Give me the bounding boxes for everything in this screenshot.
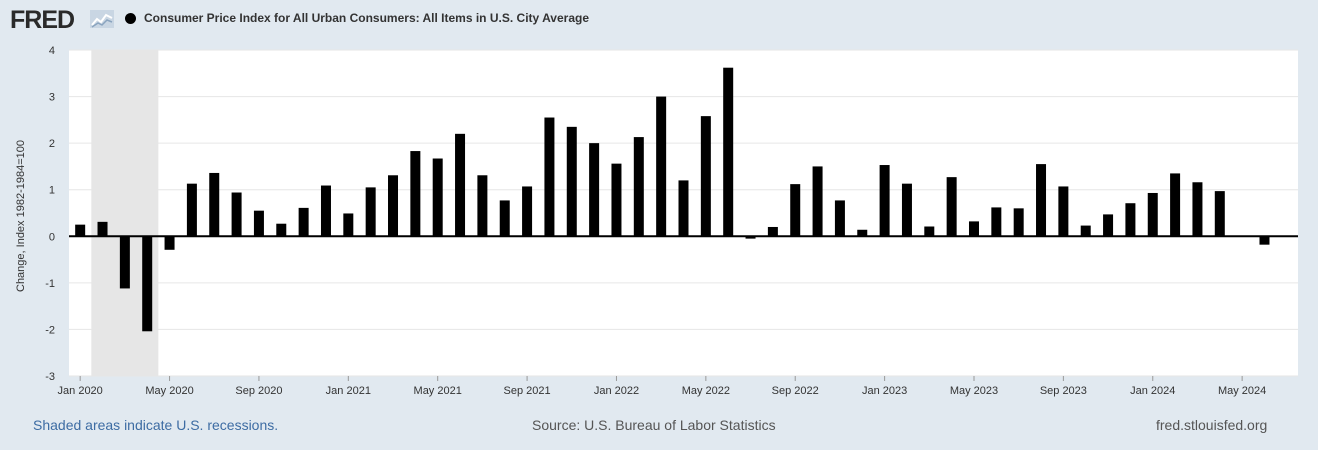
- x-tick-label: Sep 2022: [772, 385, 819, 397]
- bar-2021-09[interactable]: [522, 186, 533, 237]
- bar-2023-08[interactable]: [1036, 164, 1047, 237]
- bar-2022-01[interactable]: [611, 163, 622, 237]
- legend-marker-icon: [125, 13, 136, 24]
- x-tick-label: Jan 2023: [862, 385, 907, 397]
- bar-2021-02[interactable]: [365, 187, 376, 237]
- bar-2021-04[interactable]: [410, 151, 421, 237]
- bar-2020-12[interactable]: [320, 185, 331, 237]
- recession-note-link[interactable]: Shaded areas indicate U.S. recessions.: [33, 417, 279, 433]
- y-axis-label: Change, Index 1982-1984=100: [15, 140, 27, 292]
- bar-2022-08[interactable]: [767, 226, 778, 237]
- bar-2024-04[interactable]: [1214, 191, 1225, 237]
- x-tick-label: Jan 2021: [326, 385, 371, 397]
- y-tick-label: 2: [49, 138, 55, 150]
- bar-2022-11[interactable]: [834, 200, 845, 237]
- bar-2022-12[interactable]: [857, 229, 868, 237]
- bar-2022-05[interactable]: [700, 116, 711, 237]
- bar-2022-04[interactable]: [678, 180, 689, 237]
- x-tick-label: May 2020: [145, 385, 193, 397]
- x-tick-label: Jan 2024: [1130, 385, 1175, 397]
- bar-2023-07[interactable]: [1013, 208, 1024, 237]
- x-tick-label: Jan 2022: [594, 385, 639, 397]
- bar-2020-02[interactable]: [97, 221, 108, 237]
- x-tick-label: May 2024: [1218, 385, 1266, 397]
- fred-graph-icon: [90, 10, 114, 28]
- y-tick-label: -3: [45, 371, 55, 383]
- x-tick-label: Sep 2020: [235, 385, 282, 397]
- bar-2021-12[interactable]: [589, 143, 600, 237]
- bar-2024-06[interactable]: [1259, 236, 1270, 245]
- source-text: Source: U.S. Bureau of Labor Statistics: [532, 417, 776, 433]
- bar-2022-10[interactable]: [812, 166, 823, 237]
- bar-2020-05[interactable]: [164, 236, 175, 250]
- site-link[interactable]: fred.stlouisfed.org: [1156, 417, 1268, 433]
- bar-2021-03[interactable]: [388, 175, 399, 237]
- y-tick-label: -1: [45, 278, 55, 290]
- bar-2022-07[interactable]: [745, 236, 756, 239]
- bar-2021-05[interactable]: [432, 158, 443, 237]
- chart-header: FRED Consumer Price Index for All Urban …: [0, 0, 1318, 40]
- bar-2023-03[interactable]: [924, 226, 935, 237]
- bar-2020-08[interactable]: [231, 192, 242, 237]
- bar-2024-02[interactable]: [1170, 173, 1181, 237]
- bar-2021-08[interactable]: [499, 200, 510, 237]
- legend-series-label[interactable]: Consumer Price Index for All Urban Consu…: [144, 11, 589, 25]
- bar-2023-02[interactable]: [901, 183, 912, 237]
- bar-2023-06[interactable]: [991, 207, 1002, 237]
- bar-2021-11[interactable]: [566, 126, 577, 237]
- bar-2020-06[interactable]: [186, 183, 197, 237]
- bar-2020-11[interactable]: [298, 207, 309, 237]
- y-tick-label: 3: [49, 92, 55, 104]
- bar-2023-04[interactable]: [946, 177, 957, 237]
- bar-2023-09[interactable]: [1058, 186, 1069, 237]
- bar-2024-03[interactable]: [1192, 182, 1203, 237]
- y-tick-label: -2: [45, 324, 55, 336]
- bar-2020-03[interactable]: [119, 236, 130, 289]
- bar-2023-12[interactable]: [1125, 203, 1136, 237]
- y-tick-label: 1: [49, 185, 55, 197]
- bar-2020-09[interactable]: [253, 210, 264, 237]
- bar-2023-10[interactable]: [1080, 225, 1091, 237]
- bar-2020-04[interactable]: [142, 236, 153, 332]
- bar-2022-02[interactable]: [633, 137, 644, 237]
- x-tick-label: Jan 2020: [58, 385, 103, 397]
- bar-2022-06[interactable]: [723, 67, 734, 237]
- bar-2024-01[interactable]: [1147, 192, 1158, 237]
- cpi-bar-chart[interactable]: -3 -2 -1 0 1 2 3 4 Jan 2020 May 2020 Sep 2020 Jan 2…: [0, 0, 1318, 410]
- bar-2023-11[interactable]: [1103, 214, 1114, 237]
- bar-2020-10[interactable]: [276, 223, 287, 237]
- x-tick-label: May 2022: [682, 385, 730, 397]
- y-tick-label: 4: [49, 45, 55, 57]
- x-tick-label: May 2023: [950, 385, 998, 397]
- y-tick-label: 0: [49, 231, 55, 243]
- fred-logo[interactable]: FRED: [10, 6, 75, 34]
- x-tick-label: Sep 2021: [504, 385, 551, 397]
- bar-2021-01[interactable]: [343, 213, 354, 237]
- bar-2023-05[interactable]: [968, 221, 979, 237]
- x-tick-label: Sep 2023: [1040, 385, 1087, 397]
- bar-2021-06[interactable]: [455, 133, 466, 237]
- x-tick-label: May 2021: [414, 385, 462, 397]
- bar-2021-10[interactable]: [544, 117, 555, 237]
- bar-2021-07[interactable]: [477, 175, 488, 237]
- bar-2020-07[interactable]: [209, 172, 220, 237]
- bar-2022-09[interactable]: [790, 184, 801, 237]
- bar-2020-01[interactable]: [75, 224, 86, 237]
- bar-2023-01[interactable]: [879, 165, 890, 237]
- bar-2022-03[interactable]: [656, 96, 667, 237]
